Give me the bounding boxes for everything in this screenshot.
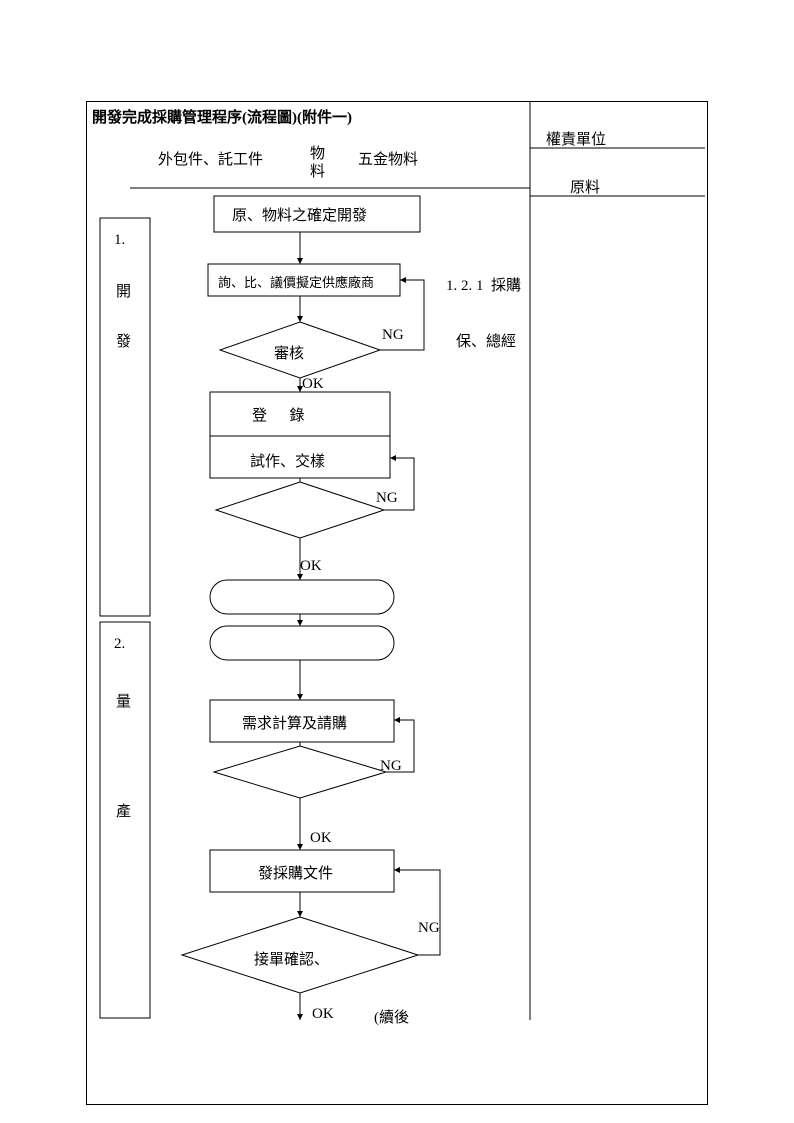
flowchart-svg — [0, 0, 794, 1123]
